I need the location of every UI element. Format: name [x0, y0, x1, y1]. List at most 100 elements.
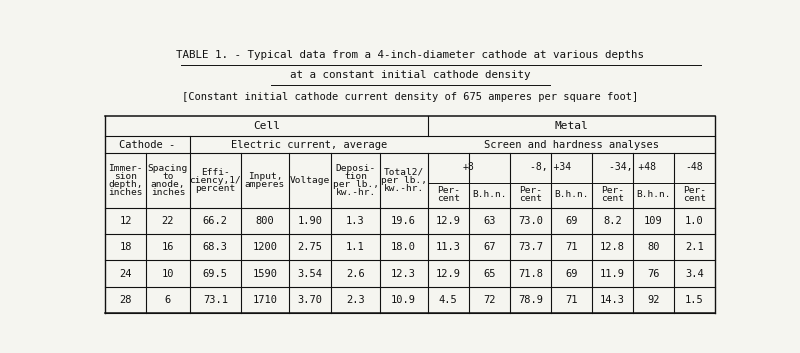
Text: [Constant initial cathode current density of 675 amperes per square foot]: [Constant initial cathode current densit…: [182, 92, 638, 102]
Text: 78.9: 78.9: [518, 295, 543, 305]
Text: Cell: Cell: [253, 121, 280, 131]
Text: Input,: Input,: [248, 172, 282, 181]
Text: 3.54: 3.54: [298, 269, 322, 279]
Text: 68.3: 68.3: [203, 243, 228, 252]
Text: 71.8: 71.8: [518, 269, 543, 279]
Text: 80: 80: [647, 243, 660, 252]
Text: 63: 63: [483, 216, 495, 226]
Text: percent: percent: [195, 184, 235, 193]
Text: 1710: 1710: [253, 295, 278, 305]
Text: 1.90: 1.90: [298, 216, 322, 226]
Text: 1.5: 1.5: [685, 295, 704, 305]
Text: cent: cent: [519, 194, 542, 203]
Text: 4.5: 4.5: [439, 295, 458, 305]
Text: 2.3: 2.3: [346, 295, 365, 305]
Text: 10.9: 10.9: [391, 295, 416, 305]
Text: 3.70: 3.70: [298, 295, 322, 305]
Text: Cathode -: Cathode -: [119, 140, 175, 150]
Text: 2.1: 2.1: [685, 243, 704, 252]
Text: -34, +48: -34, +48: [610, 162, 657, 172]
Text: 28: 28: [119, 295, 132, 305]
Text: 18: 18: [119, 243, 132, 252]
Text: 65: 65: [483, 269, 495, 279]
Text: 12.9: 12.9: [436, 216, 461, 226]
Text: 69: 69: [565, 216, 578, 226]
Text: 800: 800: [255, 216, 274, 226]
Text: 66.2: 66.2: [203, 216, 228, 226]
Text: 72: 72: [483, 295, 495, 305]
Text: +8: +8: [463, 162, 474, 172]
Text: 19.6: 19.6: [391, 216, 416, 226]
Text: 11.3: 11.3: [436, 243, 461, 252]
Text: B.h.n.: B.h.n.: [636, 190, 670, 199]
Text: 24: 24: [119, 269, 132, 279]
Text: -48: -48: [686, 162, 703, 172]
Text: 76: 76: [647, 269, 660, 279]
Text: 1.1: 1.1: [346, 243, 365, 252]
Text: 10: 10: [162, 269, 174, 279]
Text: Voltage: Voltage: [290, 176, 330, 185]
Text: 12: 12: [119, 216, 132, 226]
Text: kw.-hr.: kw.-hr.: [335, 188, 376, 197]
Text: 73.1: 73.1: [203, 295, 228, 305]
Text: 71: 71: [565, 295, 578, 305]
Text: inches: inches: [108, 188, 142, 197]
Text: 71: 71: [565, 243, 578, 252]
Text: B.h.n.: B.h.n.: [472, 190, 506, 199]
Text: Immer-: Immer-: [108, 164, 142, 173]
Text: 16: 16: [162, 243, 174, 252]
Text: 2.6: 2.6: [346, 269, 365, 279]
Text: ciency,1/: ciency,1/: [190, 176, 242, 185]
Text: cent: cent: [683, 194, 706, 203]
Text: 69: 69: [565, 269, 578, 279]
Text: 11.9: 11.9: [600, 269, 625, 279]
Text: 1.0: 1.0: [685, 216, 704, 226]
Text: Per-: Per-: [601, 186, 624, 195]
Text: cent: cent: [437, 194, 460, 203]
Text: 1590: 1590: [253, 269, 278, 279]
Text: 73.7: 73.7: [518, 243, 543, 252]
Text: per lb.,: per lb.,: [381, 176, 426, 185]
Text: 14.3: 14.3: [600, 295, 625, 305]
Text: 3.4: 3.4: [685, 269, 704, 279]
Text: B.h.n.: B.h.n.: [554, 190, 589, 199]
Text: Electric current, average: Electric current, average: [230, 140, 387, 150]
Text: inches: inches: [150, 188, 185, 197]
Text: Spacing: Spacing: [148, 164, 188, 173]
Text: 12.9: 12.9: [436, 269, 461, 279]
Text: TABLE 1. - Typical data from a 4-inch-diameter cathode at various depths: TABLE 1. - Typical data from a 4-inch-di…: [176, 49, 644, 60]
Text: Per-: Per-: [683, 186, 706, 195]
Text: Total2/: Total2/: [383, 168, 424, 177]
Text: 6: 6: [165, 295, 171, 305]
Text: 12.8: 12.8: [600, 243, 625, 252]
Text: Deposi-: Deposi-: [335, 164, 376, 173]
Text: amperes: amperes: [245, 180, 285, 189]
Text: Per-: Per-: [437, 186, 460, 195]
Text: 8.2: 8.2: [603, 216, 622, 226]
Text: 1200: 1200: [253, 243, 278, 252]
Text: at a constant initial cathode density: at a constant initial cathode density: [290, 70, 530, 80]
Text: 22: 22: [162, 216, 174, 226]
Text: to: to: [162, 172, 174, 181]
Text: anode,: anode,: [150, 180, 185, 189]
Text: 92: 92: [647, 295, 660, 305]
Text: Screen and hardness analyses: Screen and hardness analyses: [484, 140, 659, 150]
Text: 1.3: 1.3: [346, 216, 365, 226]
Text: tion: tion: [344, 172, 367, 181]
Text: depth,: depth,: [108, 180, 142, 189]
Text: Per-: Per-: [519, 186, 542, 195]
Text: 12.3: 12.3: [391, 269, 416, 279]
Text: 18.0: 18.0: [391, 243, 416, 252]
Text: kw.-hr.: kw.-hr.: [383, 184, 424, 193]
Text: 73.0: 73.0: [518, 216, 543, 226]
Text: sion: sion: [114, 172, 137, 181]
Text: per lb.,: per lb.,: [333, 180, 378, 189]
Text: 109: 109: [644, 216, 663, 226]
Text: 67: 67: [483, 243, 495, 252]
Text: Metal: Metal: [554, 121, 588, 131]
Text: cent: cent: [601, 194, 624, 203]
Text: 2.75: 2.75: [298, 243, 322, 252]
Text: Effi-: Effi-: [201, 168, 230, 177]
Text: -8, +34: -8, +34: [530, 162, 571, 172]
Text: 69.5: 69.5: [203, 269, 228, 279]
